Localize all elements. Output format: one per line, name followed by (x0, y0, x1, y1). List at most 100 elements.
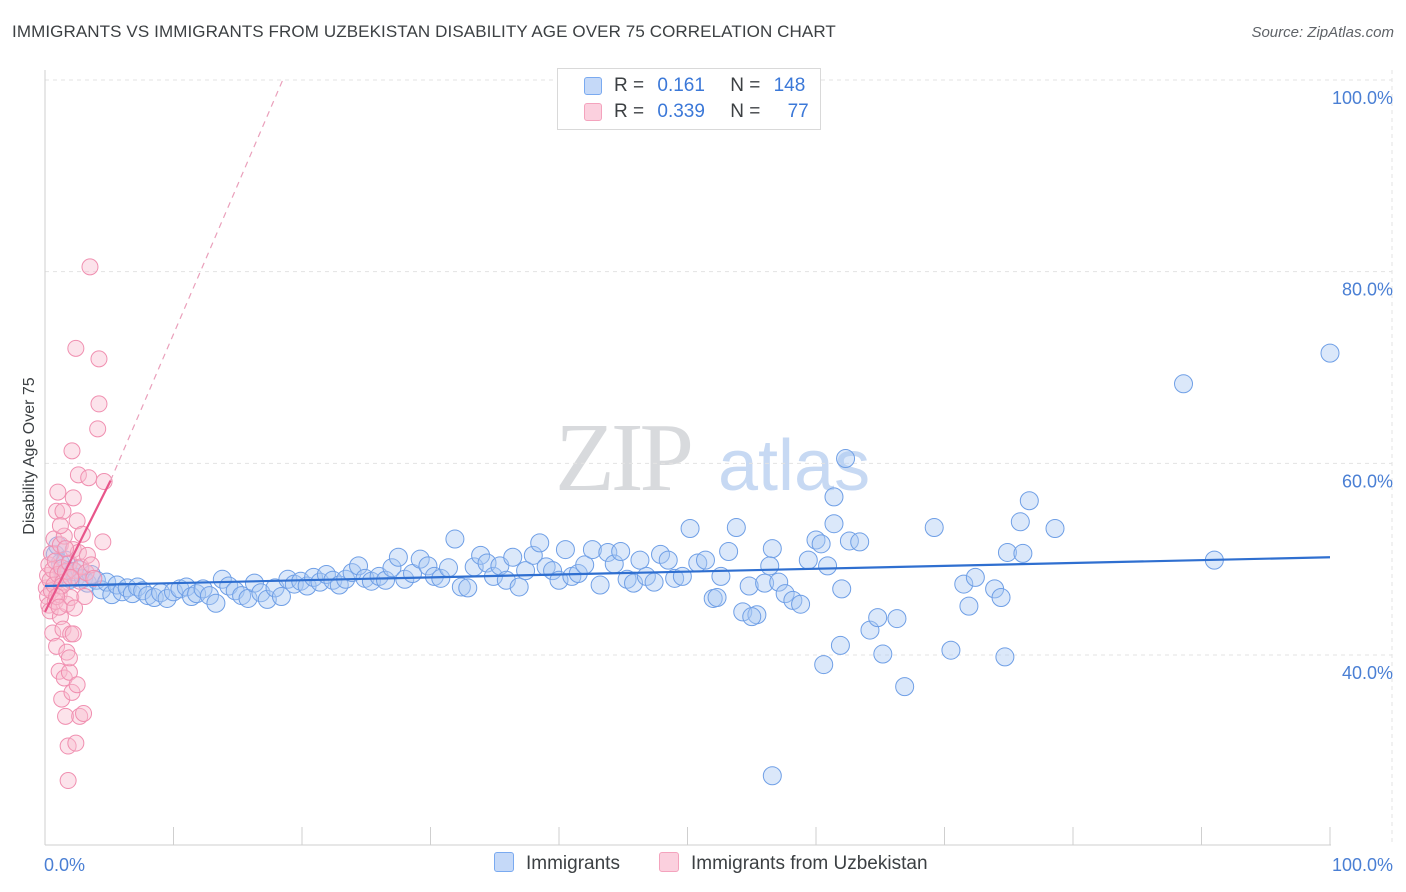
uzbekistan-point (48, 502, 66, 520)
chart-title: IMMIGRANTS VS IMMIGRANTS FROM UZBEKISTAN… (12, 22, 836, 41)
uzbekistan-point (54, 502, 72, 520)
uzbekistan-point (75, 704, 93, 722)
uzbekistan-point (57, 707, 75, 725)
immigrants-point (445, 529, 465, 549)
uzbekistan-point (66, 599, 84, 617)
uzbekistan-point (90, 350, 108, 368)
legend-r-value: 0.339 (657, 101, 705, 122)
immigrants-point (769, 572, 789, 592)
uzbekistan-point (82, 556, 100, 574)
immigrants-legend-swatch (494, 852, 514, 872)
axes (44, 70, 1331, 846)
immigrants-legend-label: Immigrants (526, 853, 620, 874)
immigrants-point (739, 576, 759, 596)
uzbekistan-trend-extension (109, 79, 284, 481)
uzbekistan-point (80, 469, 98, 487)
uzbekistan-point (62, 589, 80, 606)
uzbekistan-point (55, 527, 73, 545)
immigrants-point (850, 532, 870, 552)
immigrants-point (959, 596, 979, 616)
y-tick-label: 60.0% (1342, 471, 1393, 491)
immigrants-point (762, 766, 782, 786)
watermark-atlas: atlas (718, 426, 870, 506)
immigrants-point (818, 556, 838, 576)
immigrants-point (954, 574, 974, 594)
immigrants-point (1013, 543, 1033, 563)
immigrants-point (257, 589, 277, 609)
immigrants-point (1010, 512, 1030, 532)
immigrants-point (991, 588, 1011, 607)
immigrants-point (644, 572, 664, 592)
uzbekistan-legend-swatch (659, 852, 679, 872)
uzbekistan-point (63, 442, 81, 460)
immigrants-point (509, 577, 529, 597)
uzbekistan-point (90, 395, 108, 413)
immigrants-point (895, 677, 915, 697)
immigrants-point (791, 594, 811, 614)
immigrants-point (555, 540, 575, 560)
immigrants-point (811, 534, 831, 554)
immigrants-point (965, 567, 985, 587)
immigrants-point (836, 449, 856, 469)
legend-r-value: 0.161 (657, 75, 705, 96)
uzbekistan-points (37, 258, 113, 790)
immigrants-point (665, 568, 685, 588)
uzbekistan-point (69, 466, 87, 484)
y-tick-label: 40.0% (1342, 663, 1393, 683)
legend-r-label: R = (614, 75, 645, 96)
uzbekistan-point (53, 690, 71, 708)
y-tick-label: 80.0% (1342, 280, 1393, 300)
uzbekistan-point (78, 546, 96, 564)
immigrants-point (376, 570, 396, 590)
y-tick-labels: 40.0% 60.0% 80.0% 100.0% (1332, 88, 1393, 683)
uzbekistan-point (57, 540, 75, 558)
immigrants-point (814, 655, 834, 675)
legend-r-label: R = (614, 101, 645, 122)
immigrants-point (775, 584, 795, 604)
immigrants-point (590, 575, 610, 595)
legend-n-label: N = (730, 101, 761, 122)
watermark: ZIP atlas (555, 404, 870, 512)
immigrants-point (806, 530, 826, 550)
immigrants-point (138, 586, 158, 606)
immigrants-point (719, 542, 739, 561)
immigrants-point (672, 566, 692, 586)
uzbekistan-point (50, 598, 68, 616)
y-tick-label: 100.0% (1332, 88, 1393, 108)
uzbekistan-point (60, 663, 78, 681)
immigrants-point (762, 539, 782, 559)
uzbekistan-point (64, 489, 82, 507)
immigrants-point (630, 550, 650, 570)
immigrants-point (824, 487, 844, 507)
immigrants-point (798, 550, 818, 570)
immigrants-point (839, 531, 859, 551)
immigrants-point (611, 542, 631, 561)
uzbekistan-swatch (584, 103, 602, 121)
uzbekistan-point (60, 649, 78, 667)
immigrants-point (941, 640, 961, 660)
immigrants-point (695, 550, 715, 570)
immigrants-point (438, 558, 458, 578)
immigrants-point (1320, 343, 1340, 363)
immigrants-point (832, 579, 852, 599)
uzbekistan-point (51, 517, 69, 535)
series-legend-uzbekistan: Immigrants from Uzbekistan (659, 852, 928, 875)
source-label: Source: ZipAtlas.com (1251, 24, 1394, 41)
immigrants-point (873, 644, 893, 664)
immigrants-point (1019, 491, 1039, 511)
uzbekistan-point (73, 525, 91, 543)
immigrants-point (760, 556, 780, 576)
immigrants-point (651, 544, 671, 564)
series-legend-immigrants: Immigrants (494, 852, 620, 875)
immigrants-point (503, 547, 523, 567)
immigrants-point (410, 549, 430, 569)
immigrants-point (549, 570, 569, 590)
immigrants-points (45, 343, 1340, 786)
immigrants-point (1174, 374, 1194, 394)
immigrants-point (726, 518, 746, 538)
immigrants-point (418, 556, 438, 576)
immigrants-point (349, 556, 369, 576)
immigrants-point (995, 647, 1015, 667)
immigrants-point (271, 587, 291, 607)
